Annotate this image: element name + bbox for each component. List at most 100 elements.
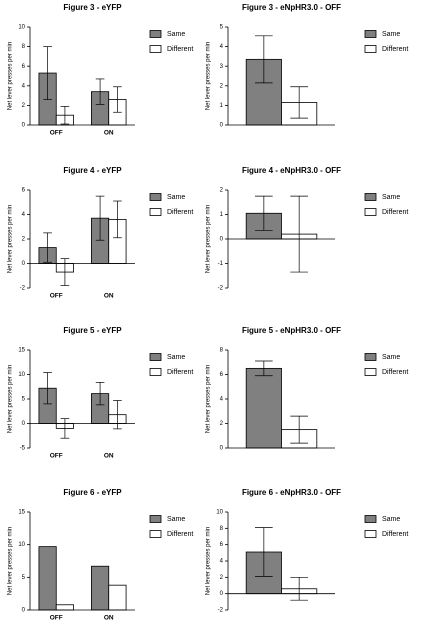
error-bar	[60, 258, 70, 286]
error-bar	[255, 35, 273, 84]
legend-label: Different	[382, 369, 408, 376]
legend-label: Same	[382, 516, 400, 523]
x-tick-label: OFF	[50, 130, 63, 137]
error-bar	[290, 415, 308, 444]
legend-swatch	[364, 530, 377, 538]
y-axis-label: Net lever presses per min	[206, 42, 212, 110]
y-tick-label: 6	[220, 372, 224, 378]
y-axis-label: Net lever presses per min	[8, 205, 14, 273]
y-tick-label: -1	[218, 261, 224, 267]
legend-swatch	[149, 515, 162, 523]
y-axis-label: Net lever presses per min	[206, 527, 212, 595]
legend-swatch	[149, 208, 162, 216]
legend-swatch	[364, 208, 377, 216]
error-bar	[290, 86, 308, 119]
legend-label: Same	[382, 31, 400, 38]
y-axis-label: Net lever presses per min	[8, 527, 14, 595]
error-bar	[43, 372, 52, 405]
legend-label: Same	[382, 354, 400, 361]
error-bar	[255, 360, 273, 377]
error-bar	[255, 195, 273, 231]
legend-label: Different	[167, 531, 193, 538]
bar	[91, 565, 110, 611]
y-tick-label: 3	[220, 64, 224, 70]
y-tick-label: 2	[22, 103, 26, 109]
error-bar	[60, 418, 70, 439]
y-tick-label: 10	[18, 372, 25, 378]
y-tick-label: 1	[220, 103, 224, 109]
y-tick-label: 6	[220, 542, 224, 548]
y-tick-label: 10	[18, 542, 25, 548]
error-bar	[113, 200, 122, 239]
legend-label: Same	[167, 354, 185, 361]
y-tick-label: 4	[220, 44, 224, 50]
y-tick-label: 4	[22, 212, 26, 218]
bar	[55, 604, 74, 611]
chart-title: Figure 3 - eYFP	[63, 3, 122, 12]
legend-label: Different	[167, 369, 193, 376]
bar	[108, 584, 127, 611]
error-bar	[43, 46, 52, 100]
y-tick-label: 0	[220, 446, 224, 452]
y-tick-label: 2	[220, 188, 224, 194]
y-axis-label: Net lever presses per min	[206, 205, 212, 273]
error-bar	[290, 576, 308, 601]
chart-title: Figure 6 - eYFP	[63, 488, 122, 497]
x-tick-label: OFF	[50, 293, 63, 300]
chart-title: Figure 4 - eYFP	[63, 166, 122, 175]
legend-swatch	[364, 515, 377, 523]
error-bar	[43, 232, 52, 263]
chart-title: Figure 5 - eYFP	[63, 326, 122, 335]
y-tick-label: 5	[220, 25, 224, 31]
error-bar	[255, 527, 273, 577]
legend-swatch	[364, 45, 377, 53]
y-tick-label: 6	[22, 188, 26, 194]
y-tick-label: 0	[22, 421, 26, 427]
x-tick-label: ON	[104, 615, 114, 622]
bar	[245, 367, 282, 449]
legend-label: Different	[382, 209, 408, 216]
y-tick-label: 5	[22, 575, 26, 581]
legend-label: Same	[382, 194, 400, 201]
y-tick-label: 0	[220, 591, 224, 597]
y-tick-label: 6	[22, 64, 26, 70]
y-tick-label: 4	[22, 83, 26, 89]
error-bar	[60, 106, 70, 125]
y-tick-label: 10	[216, 510, 223, 516]
chart-title: Figure 3 - eNpHR3.0 - OFF	[242, 3, 341, 12]
y-tick-label: -2	[218, 608, 224, 614]
y-tick-label: 10	[18, 25, 25, 31]
x-tick-label: ON	[104, 453, 114, 460]
x-tick-label: ON	[104, 293, 114, 300]
y-tick-label: -2	[20, 286, 26, 292]
error-bar	[290, 195, 308, 273]
y-tick-label: 2	[220, 575, 224, 581]
y-axis-label: Net lever presses per min	[206, 365, 212, 433]
legend-swatch	[149, 368, 162, 376]
y-axis-label: Net lever presses per min	[8, 365, 14, 433]
y-tick-label: 1	[220, 212, 224, 218]
legend-swatch	[149, 530, 162, 538]
y-tick-label: 0	[22, 123, 26, 129]
error-bar	[113, 86, 122, 113]
legend-label: Same	[167, 194, 185, 201]
error-bar	[95, 78, 105, 105]
y-tick-label: 8	[220, 526, 224, 532]
legend-swatch	[149, 30, 162, 38]
legend-label: Different	[382, 531, 408, 538]
y-tick-label: 2	[22, 237, 26, 243]
error-bar	[95, 195, 105, 241]
legend-label: Different	[167, 209, 193, 216]
y-tick-label: 2	[220, 421, 224, 427]
y-tick-label: 15	[18, 510, 25, 516]
x-tick-label: ON	[104, 130, 114, 137]
legend-swatch	[149, 353, 162, 361]
y-tick-label: 5	[22, 397, 26, 403]
error-bar	[95, 381, 105, 406]
error-bar	[113, 400, 122, 430]
legend-swatch	[364, 193, 377, 201]
legend-label: Different	[167, 46, 193, 53]
y-tick-label: 0	[22, 608, 26, 614]
y-tick-label: 8	[220, 348, 224, 354]
